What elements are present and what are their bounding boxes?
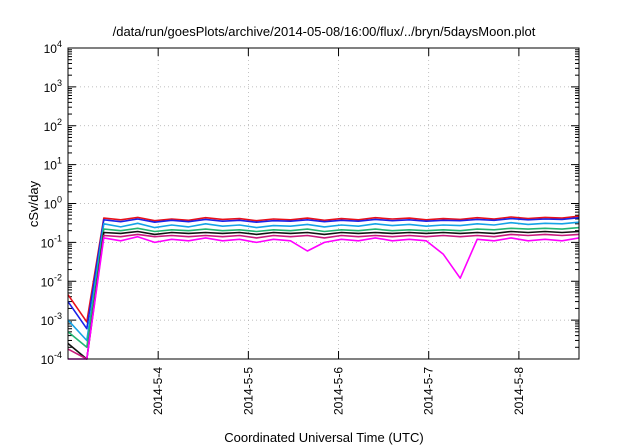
x-tick-label: 2014-5-5 [241,367,255,415]
y-axis: 10-4 10-3 10-2 10-1 100 101 102 103 104 [41,39,579,367]
series-line [67,216,580,330]
x-axis-label: Coordinated Universal Time (UTC) [224,430,423,445]
series-line [67,221,580,342]
y-axis-label: cSv/day [26,180,41,227]
y-tick-label: 10-1 [41,233,62,250]
x-tick-label: 2014-5-6 [332,367,346,415]
x-axis: 2014-5-4 2014-5-5 2014-5-6 2014-5-7 2014-5-8 [151,48,526,415]
x-tick-label: 2014-5-4 [151,367,165,415]
x-tick-label: 2014-5-7 [422,367,436,415]
series-line [68,235,580,360]
y-tick-label: 10-3 [41,311,62,328]
y-tick-label: 103 [44,78,62,95]
series-line [67,233,580,360]
y-tick-label: 100 [44,195,62,212]
y-tick-label: 101 [44,156,62,173]
series-line [67,226,580,349]
plot-frame [67,47,580,360]
series-line [67,215,580,323]
series-line [67,230,580,360]
x-tick-label: 2014-5-8 [512,367,526,415]
y-tick-label: 102 [44,117,62,134]
y-tick-label: 10-2 [41,272,62,289]
plot-area [67,215,580,360]
y-tick-label: 10-4 [41,350,62,367]
y-tick-label: 104 [44,39,62,56]
chart-title: /data/run/goesPlots/archive/2014-05-08/1… [113,24,536,39]
grid [68,48,579,359]
